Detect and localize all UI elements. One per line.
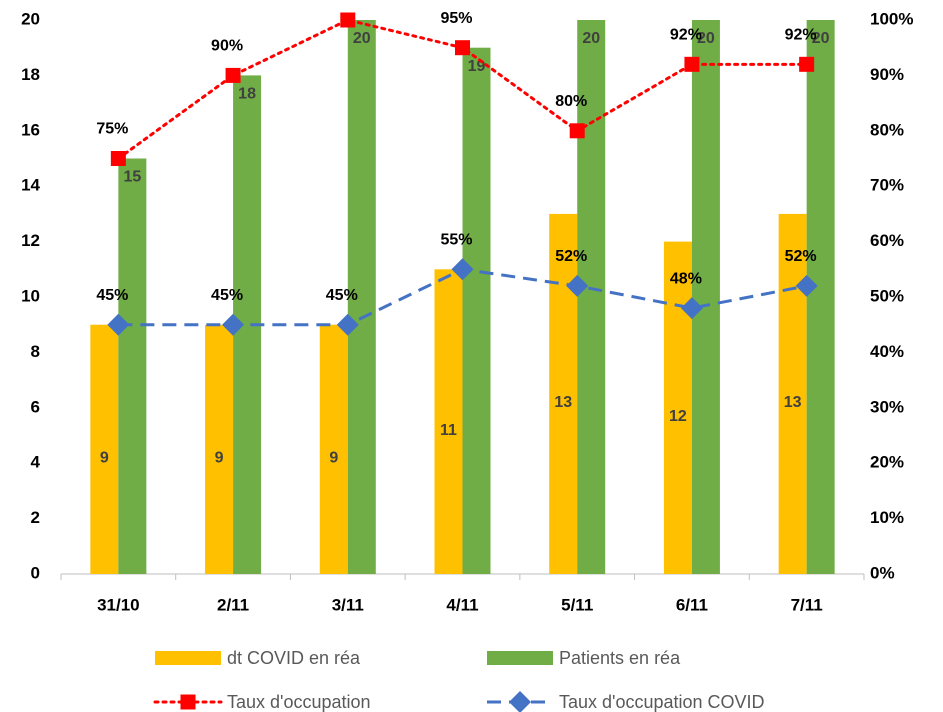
y2-tick-label: 90%: [870, 65, 904, 84]
bar: [806, 20, 835, 574]
line-marker: [566, 274, 589, 297]
bar-value-label: 9: [215, 450, 224, 467]
x-tick-label: 2/11: [217, 595, 249, 614]
legend-swatch: [155, 651, 221, 665]
line-marker: [455, 40, 470, 56]
legend-marker: [180, 694, 196, 710]
y-tick-label: 12: [21, 231, 40, 250]
y2-tick-label: 30%: [870, 397, 904, 416]
legend-label: dt COVID en réa: [227, 648, 361, 668]
line-marker: [222, 313, 245, 336]
bar: [549, 213, 578, 574]
line-value-label: 45%: [326, 287, 358, 304]
bar: [577, 20, 606, 574]
y-tick-label: 16: [21, 120, 40, 139]
legend-label: Taux d'occupation COVID: [559, 692, 765, 712]
line-value-label: 75%: [96, 121, 128, 138]
y2-tick-label: 100%: [870, 9, 913, 28]
bar-value-label: 20: [582, 30, 600, 47]
bar-value-label: 13: [554, 394, 572, 411]
y2-tick-label: 70%: [870, 176, 904, 195]
bar-value-label: 20: [697, 30, 715, 47]
bar-value-label: 12: [669, 408, 687, 425]
x-tick-label: 6/11: [676, 595, 708, 614]
line-value-label: 55%: [440, 232, 472, 249]
bar: [778, 213, 807, 574]
y2-tick-label: 20%: [870, 453, 904, 472]
line-marker: [451, 258, 474, 281]
bar-value-label: 15: [123, 169, 141, 186]
line-value-label: 90%: [211, 38, 243, 55]
bar: [90, 324, 119, 574]
line-value-label: 45%: [96, 287, 128, 304]
bar: [118, 158, 147, 574]
line-marker: [684, 56, 700, 72]
x-tick-label: 3/11: [332, 595, 364, 614]
bar: [347, 20, 376, 574]
bar: [462, 47, 491, 574]
x-tick-label: 31/10: [97, 595, 140, 614]
y-tick-label: 2: [31, 508, 40, 527]
line-marker: [569, 123, 585, 139]
line-value-label: 52%: [785, 248, 817, 265]
bar-value-label: 20: [353, 30, 371, 47]
y2-tick-label: 80%: [870, 120, 904, 139]
y-tick-label: 4: [31, 453, 41, 472]
y-tick-label: 10: [21, 286, 40, 305]
bar: [434, 269, 463, 574]
line-marker: [795, 274, 818, 297]
line-marker: [107, 313, 130, 336]
y-tick-label: 14: [21, 176, 40, 195]
x-tick-label: 5/11: [561, 595, 593, 614]
bar-value-label: 11: [440, 422, 457, 439]
y-tick-label: 20: [21, 9, 40, 28]
y2-tick-label: 10%: [870, 508, 904, 527]
line-value-label: 48%: [670, 270, 702, 287]
y-tick-label: 18: [21, 65, 40, 84]
line-value-label: 52%: [555, 248, 587, 265]
line-marker: [225, 67, 241, 83]
bar-value-label: 20: [812, 30, 830, 47]
line-marker: [680, 297, 703, 320]
line-marker: [340, 12, 356, 28]
bar: [663, 241, 692, 574]
x-tick-label: 4/11: [446, 595, 478, 614]
line-value-label: 80%: [555, 93, 587, 110]
line-value-label: 45%: [211, 287, 243, 304]
bar-value-label: 9: [329, 450, 338, 467]
bar-value-label: 18: [238, 86, 256, 103]
y2-tick-label: 0%: [870, 563, 895, 582]
line-value-label: 92%: [785, 27, 817, 44]
y2-tick-label: 60%: [870, 231, 904, 250]
y-tick-label: 6: [31, 397, 40, 416]
bar-value-label: 13: [784, 394, 802, 411]
legend-label: Patients en réa: [559, 648, 681, 668]
bar: [205, 324, 234, 574]
y-tick-label: 0: [31, 563, 40, 582]
line-marker: [336, 313, 359, 336]
line-value-label: 95%: [440, 10, 472, 27]
x-tick-label: 7/11: [791, 595, 823, 614]
line-marker: [799, 56, 815, 72]
bar-value-label: 9: [100, 450, 109, 467]
y-tick-label: 8: [31, 342, 40, 361]
y2-tick-label: 50%: [870, 286, 904, 305]
legend-swatch: [487, 651, 553, 665]
line-marker: [110, 151, 126, 166]
line-value-label: 92%: [670, 27, 702, 44]
bar: [319, 324, 348, 574]
legend-label: Taux d'occupation: [227, 692, 371, 712]
legend-marker: [509, 691, 531, 712]
bar: [691, 20, 720, 574]
bar-value-label: 19: [468, 58, 486, 75]
y2-tick-label: 40%: [870, 342, 904, 361]
